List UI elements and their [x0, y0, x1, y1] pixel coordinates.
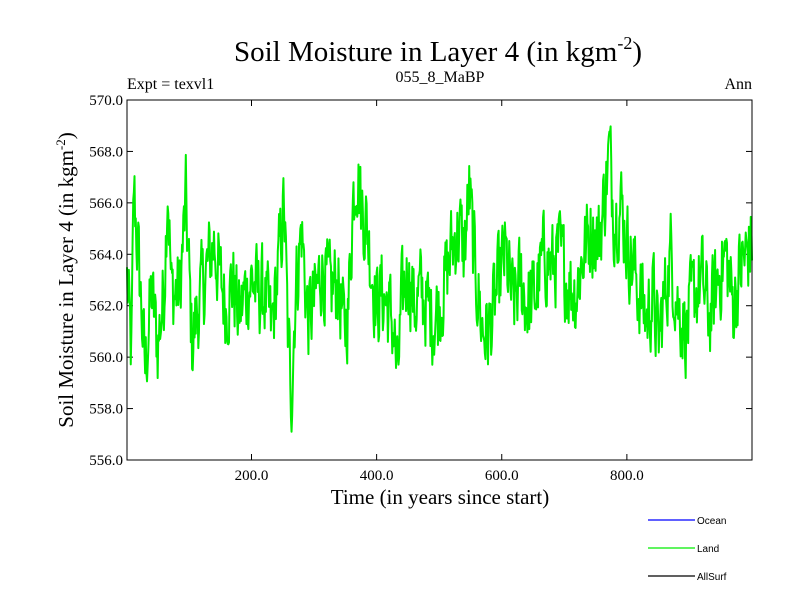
x-tick-label: 600.0: [485, 468, 519, 484]
chart-title: Soil Moisture in Layer 4 (in kgm-2): [234, 33, 642, 68]
x-tick-label: 400.0: [360, 468, 394, 484]
y-tick-label: 558.0: [89, 402, 123, 418]
x-tick-label: 200.0: [235, 468, 269, 484]
y-tick-label: 564.0: [89, 247, 123, 263]
y-tick-label: 566.0: [89, 196, 123, 212]
legend-label-ocean: Ocean: [697, 516, 726, 527]
chart-title-close: ): [632, 36, 642, 68]
subtitle-center: 055_8_MaBP: [396, 69, 485, 86]
series-line-land: [126, 125, 753, 433]
y-axis-label: Soil Moisture in Layer 4 (in kgm-2): [53, 132, 78, 427]
y-tick-label: 556.0: [89, 453, 123, 469]
y-tick-label: 562.0: [89, 299, 123, 315]
subtitle-right: Ann: [724, 76, 752, 93]
y-axis-label-close: ): [54, 132, 78, 139]
y-tick-label: 560.0: [89, 350, 123, 366]
subtitle-left: Expt = texvl1: [127, 76, 214, 93]
chart-title-text: Soil Moisture in Layer 4 (in kgm: [234, 36, 618, 68]
x-tick-label: 800.0: [610, 468, 644, 484]
chart-title-superscript: -2: [617, 33, 632, 53]
y-axis-label-superscript: -2: [53, 139, 68, 150]
y-axis-ticks: 556.0 558.0 560.0 562.0 564.0 566.0 568.0 570.0: [89, 93, 752, 469]
legend-label-allsurf: AllSurf: [697, 572, 727, 583]
x-axis-label: Time (in years since start): [331, 485, 550, 509]
y-tick-label: 568.0: [89, 144, 123, 160]
legend: Ocean Land AllSurf: [648, 516, 727, 583]
plot-frame: [126, 99, 753, 461]
y-axis-label-text: Soil Moisture in Layer 4 (in kgm: [54, 150, 78, 428]
y-tick-label: 570.0: [89, 93, 123, 109]
x-axis-ticks: 200.0 400.0 600.0 800.0: [235, 100, 644, 484]
legend-label-land: Land: [697, 544, 719, 555]
